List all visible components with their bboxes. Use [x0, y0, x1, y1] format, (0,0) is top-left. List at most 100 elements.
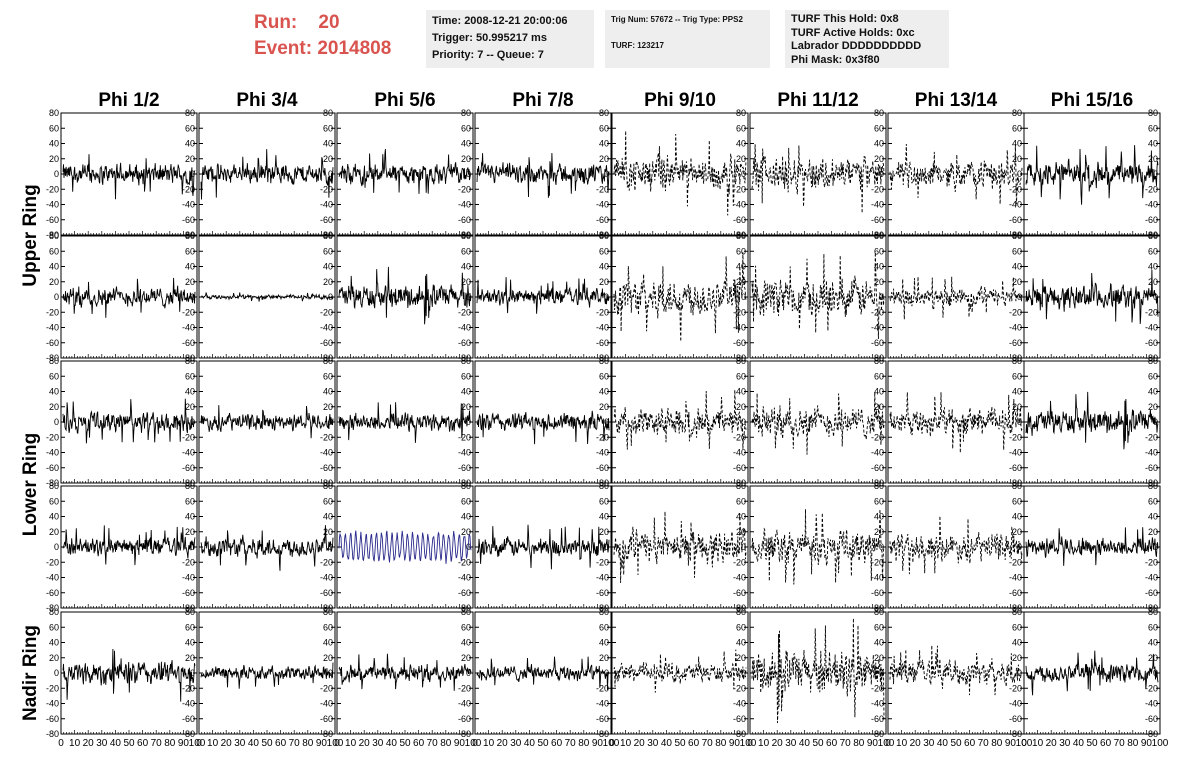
y-tick-label: 20	[1012, 527, 1022, 537]
event-label: Event: 2014808	[254, 38, 392, 59]
y-tick-label: 80	[736, 607, 746, 617]
waveform-trace	[62, 525, 196, 566]
x-tick-label: 90	[178, 738, 190, 749]
x-tick-label: 100	[603, 738, 620, 749]
x-tick-label: 10	[896, 738, 908, 749]
y-tick-label: 80	[1148, 231, 1158, 241]
y-tick-label: 80	[461, 108, 471, 118]
waveform-panel: 806040200-20-40-60-800102030405060708090…	[609, 607, 757, 749]
x-tick-label: 80	[715, 738, 727, 749]
y-tick-label: -60	[733, 714, 746, 724]
y-tick-label: 60	[1148, 123, 1158, 133]
y-tick-label: 0	[54, 169, 59, 179]
x-tick-label: 20	[634, 738, 646, 749]
y-tick-label: 20	[736, 653, 746, 663]
row-label: Nadir Ring	[20, 625, 41, 721]
x-tick-label: 90	[1005, 738, 1017, 749]
turf-info-box: TURF This Hold: 0x8 TURF Active Holds: 0…	[785, 10, 949, 68]
y-tick-label: -60	[596, 215, 609, 225]
y-tick-label: -60	[871, 338, 884, 348]
y-tick-label: 80	[185, 231, 195, 241]
x-tick-label: 10	[345, 738, 357, 749]
x-tick-label: 40	[248, 738, 260, 749]
y-tick-label: 60	[599, 371, 609, 381]
y-tick-label: -40	[596, 699, 609, 709]
y-tick-label: -20	[320, 432, 333, 442]
y-tick-label: 80	[1148, 481, 1158, 491]
y-tick-label: -60	[46, 338, 59, 348]
y-tick-label: -40	[458, 448, 471, 458]
y-tick-label: -60	[596, 463, 609, 473]
y-tick-label: 60	[49, 496, 59, 506]
waveform-trace	[613, 649, 747, 693]
x-tick-label: 10	[483, 738, 495, 749]
column-header: Phi 13/14	[915, 90, 998, 111]
y-tick-label: 20	[185, 154, 195, 164]
waveform-panel: 806040200-20-40-60-800102030405060708090…	[1021, 607, 1169, 749]
y-tick-label: 60	[599, 622, 609, 632]
x-tick-label: 40	[110, 738, 122, 749]
y-tick-label: 20	[49, 527, 59, 537]
y-tick-label: 0	[328, 668, 333, 678]
x-tick-label: 70	[840, 738, 852, 749]
waveform-trace	[613, 511, 747, 584]
y-tick-label: 20	[599, 653, 609, 663]
y-tick-label: 80	[185, 108, 195, 118]
y-tick-label: 60	[1148, 622, 1158, 632]
x-tick-label: 90	[316, 738, 328, 749]
waveform-trace	[338, 266, 472, 325]
waveform-trace	[338, 530, 472, 564]
waveform-trace	[62, 398, 196, 444]
trigger-info-box: Trig Num: 57672 -- Trig Type: PPS2 TURF:…	[605, 10, 770, 68]
y-tick-label: -20	[320, 307, 333, 317]
x-tick-label: 70	[1114, 738, 1126, 749]
y-tick-label: -40	[596, 323, 609, 333]
y-tick-label: 60	[323, 246, 333, 256]
y-tick-label: 20	[185, 527, 195, 537]
x-tick-label: 60	[137, 738, 149, 749]
y-tick-label: -60	[596, 588, 609, 598]
y-tick-label: -60	[733, 463, 746, 473]
y-tick-label: 40	[49, 638, 59, 648]
row-label: Upper Ring	[20, 184, 41, 286]
y-tick-label: -20	[182, 307, 195, 317]
y-tick-label: 80	[599, 108, 609, 118]
y-tick-label: 20	[874, 653, 884, 663]
y-tick-label: 40	[874, 512, 884, 522]
y-tick-label: 20	[323, 653, 333, 663]
y-tick-label: 60	[185, 246, 195, 256]
y-tick-label: -40	[46, 200, 59, 210]
waveform-trace	[62, 154, 196, 200]
y-tick-label: 20	[874, 277, 884, 287]
y-tick-label: 20	[461, 653, 471, 663]
y-tick-label: -20	[1009, 557, 1022, 567]
y-tick-label: -20	[458, 683, 471, 693]
y-tick-label: -20	[1009, 184, 1022, 194]
y-tick-label: -80	[46, 603, 59, 613]
y-tick-label: 80	[461, 231, 471, 241]
x-tick-label: 20	[359, 738, 371, 749]
y-tick-label: -20	[320, 683, 333, 693]
y-tick-label: 60	[323, 496, 333, 506]
y-tick-label: 80	[874, 481, 884, 491]
y-tick-label: -60	[1009, 463, 1022, 473]
x-tick-label: 100	[327, 738, 344, 749]
y-tick-label: 80	[874, 231, 884, 241]
y-tick-label: 60	[49, 371, 59, 381]
x-tick-label: 30	[96, 738, 108, 749]
y-tick-label: -20	[458, 184, 471, 194]
y-tick-label: -20	[320, 557, 333, 567]
y-tick-label: 80	[185, 481, 195, 491]
y-tick-label: 80	[461, 481, 471, 491]
y-tick-label: -40	[1009, 699, 1022, 709]
y-tick-label: 60	[323, 622, 333, 632]
y-tick-label: 80	[185, 356, 195, 366]
